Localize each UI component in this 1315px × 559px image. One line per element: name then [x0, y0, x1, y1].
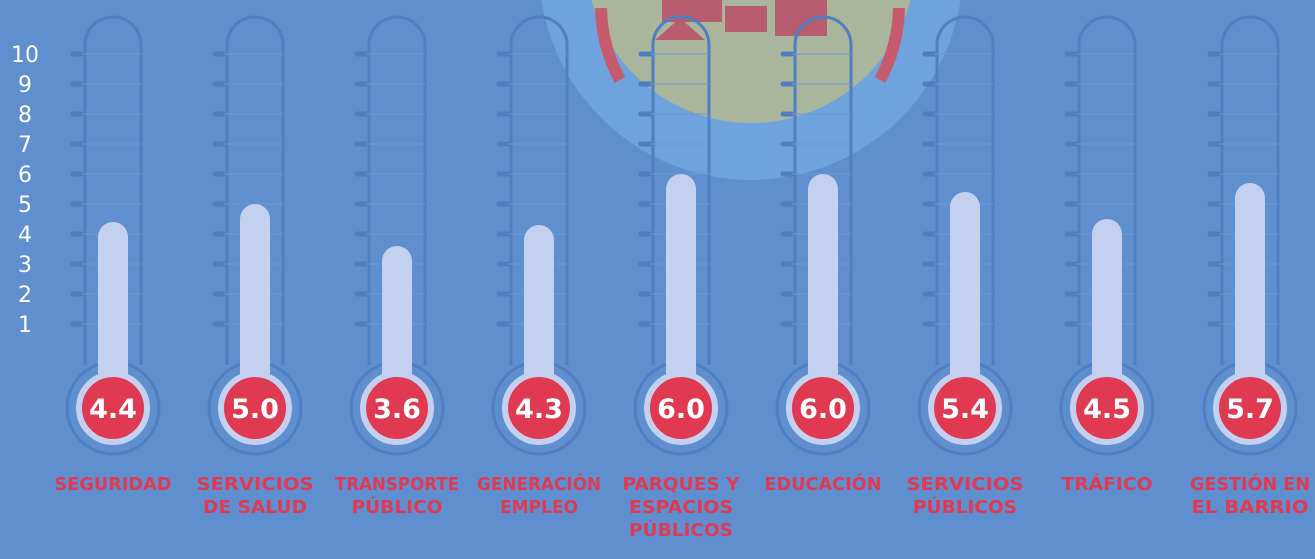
bar	[666, 174, 696, 392]
bar	[524, 225, 554, 392]
y-tick-label: 3	[18, 253, 32, 278]
bar	[382, 246, 412, 392]
bar	[1092, 219, 1122, 392]
thermometer: 4.3 GENERACIÓN EMPLEO	[477, 15, 601, 518]
category-label: SERVICIOS PÚBLICOS	[907, 474, 1024, 518]
category-label: TRANSPORTE PÚBLICO	[335, 474, 459, 518]
thermometer-tube	[83, 15, 143, 365]
thermometer: 6.0 EDUCACIÓN	[765, 15, 882, 495]
thermometer-tube	[509, 15, 569, 365]
thermometer: 5.7 GESTIÓN EN EL BARRIO	[1190, 15, 1310, 518]
y-tick-label: 9	[18, 73, 32, 98]
y-tick-label: 6	[18, 163, 32, 188]
thermometer-bulb	[644, 371, 718, 445]
data-label: 4.3	[515, 394, 563, 425]
thermometer: 4.5 TRÁFICO	[1059, 15, 1155, 495]
y-tick-label: 1	[18, 313, 32, 338]
bar	[98, 222, 128, 392]
thermometer-tube	[935, 15, 995, 365]
category-label: EDUCACIÓN	[765, 473, 882, 495]
data-label: 6.0	[799, 394, 847, 425]
thermometer: 5.4 SERVICIOS PÚBLICOS	[907, 15, 1024, 518]
y-tick-label: 2	[18, 283, 32, 308]
data-label: 5.7	[1226, 394, 1274, 425]
data-label: 5.0	[231, 394, 279, 425]
thermometer-bulb	[928, 371, 1002, 445]
data-label: 4.5	[1083, 394, 1131, 425]
thermometer: 5.0 SERVICIOS DE SALUD	[197, 15, 314, 518]
thermometer-tube	[793, 15, 853, 365]
category-label: GENERACIÓN EMPLEO	[477, 473, 601, 518]
thermometer-tube	[367, 15, 427, 365]
thermometer-tube	[225, 15, 285, 365]
category-label: TRÁFICO	[1062, 473, 1153, 495]
bar	[808, 174, 838, 392]
thermometer: 3.6 TRANSPORTE PÚBLICO	[335, 15, 459, 518]
y-tick-label: 4	[18, 223, 32, 248]
y-tick-label: 7	[18, 133, 32, 158]
y-tick-label: 5	[18, 193, 32, 218]
data-label: 5.4	[941, 394, 989, 425]
category-label: PARQUES Y ESPACIOS PÚBLICOS	[623, 474, 741, 541]
thermometer-tube	[651, 15, 711, 365]
bar	[950, 192, 980, 392]
bar	[1235, 183, 1265, 392]
thermometer: 6.0 PARQUES Y ESPACIOS PÚBLICOS	[623, 15, 741, 541]
thermometer-tube	[1220, 15, 1280, 365]
data-label: 3.6	[373, 394, 421, 425]
category-label: SERVICIOS DE SALUD	[197, 474, 314, 518]
thermometer-bulb	[76, 371, 150, 445]
data-label: 4.4	[89, 394, 137, 425]
thermometer-bulb	[218, 371, 292, 445]
category-label: SEGURIDAD	[55, 474, 172, 495]
bar	[240, 204, 270, 392]
thermometer-bulb	[502, 371, 576, 445]
thermometer-bulb	[360, 371, 434, 445]
thermometer-bulb	[786, 371, 860, 445]
thermometer-bulb	[1213, 371, 1287, 445]
thermometer-bulb	[1070, 371, 1144, 445]
y-tick-label: 8	[18, 103, 32, 128]
y-tick-label: 10	[11, 43, 39, 68]
data-label: 6.0	[657, 394, 705, 425]
thermometer-tube	[1077, 15, 1137, 365]
thermometer: 4.4 SEGURIDAD	[55, 15, 172, 495]
category-label: GESTIÓN EN EL BARRIO	[1190, 473, 1310, 518]
y-axis: 1 2 3 4 5 6 7 8 9 10	[11, 43, 39, 338]
